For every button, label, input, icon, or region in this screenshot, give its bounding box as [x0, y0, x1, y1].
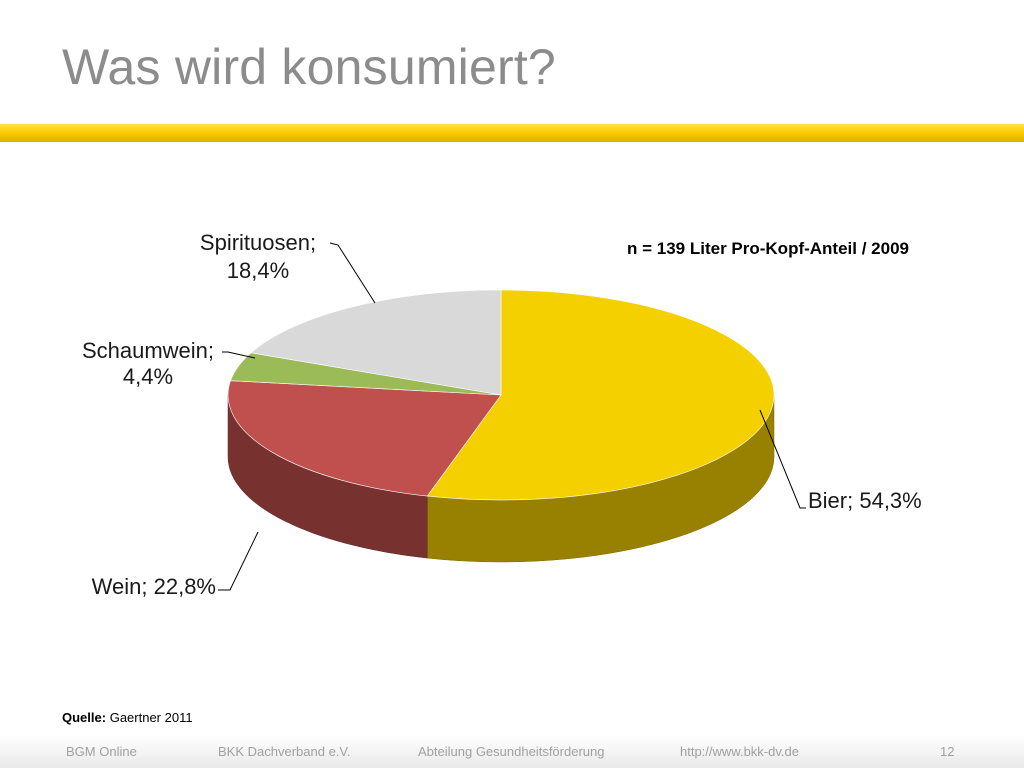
- leader-line-wein: [218, 531, 259, 591]
- source-note: Quelle: Gaertner 2011: [62, 710, 193, 725]
- pie-tops: [227, 289, 775, 501]
- chart-annotation: n = 139 Liter Pro-Kopf-Anteil / 2009: [627, 239, 909, 258]
- footer-org: BGM Online: [66, 744, 137, 759]
- data-label-bier: Bier; 54,3%: [808, 488, 922, 513]
- data-label-spirituosen: Spirituosen; 18,4%: [200, 230, 316, 283]
- pie-slice-wein: [227, 380, 502, 497]
- leader-line-bier: [759, 409, 806, 509]
- leader-line-spirituosen: [329, 242, 376, 304]
- footer-department: Abteilung Gesundheitsförderung: [418, 744, 605, 759]
- source-text: Gaertner 2011: [109, 710, 193, 725]
- footer-page-number: 12: [940, 744, 955, 759]
- pie-slice-bier: [426, 289, 775, 501]
- leader-line-schaumwein: [222, 351, 256, 359]
- footer: BGM Online BKK Dachverband e.V. Abteilun…: [0, 736, 1024, 768]
- footer-url[interactable]: http://www.bkk-dv.de: [680, 744, 799, 759]
- pie-labels: Bier; 54,3% Wein; 22,8% Schaumwein; 4,4% Spi…: [82, 230, 922, 599]
- pie-slice-spirituosen: [250, 289, 502, 396]
- data-label-schaumwein: Schaumwein; 4,4%: [82, 338, 214, 389]
- pie-leader-lines: [218, 242, 806, 591]
- data-label-wein: Wein; 22,8%: [92, 574, 216, 599]
- page-title: Was wird konsumiert?: [62, 39, 556, 95]
- footer-association: BKK Dachverband e.V.: [218, 744, 351, 759]
- source-label: Quelle:: [62, 710, 107, 725]
- title-underline-bar: [0, 124, 1024, 142]
